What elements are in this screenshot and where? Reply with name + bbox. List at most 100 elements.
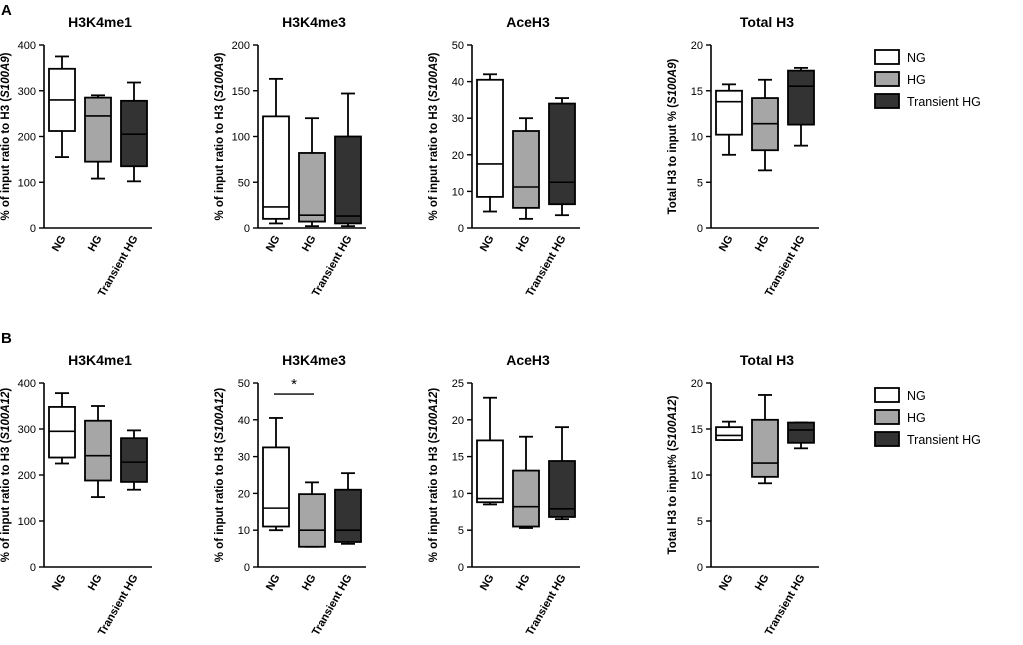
y-axis-label-gene: S100A9 (667, 62, 679, 104)
legend-bottom: NG HG Transient HG (874, 387, 981, 447)
box-ng (262, 77, 290, 225)
legend-swatch (874, 387, 900, 403)
y-axis-label: % of input ratio to H3 (S100A12) (214, 388, 226, 563)
y-tick-label: 25 (452, 378, 464, 390)
x-category-label: Transient HG (763, 573, 808, 638)
box-iqr (262, 115, 290, 220)
x-category-label: NG (717, 234, 736, 254)
y-tick-label: 5 (458, 525, 464, 537)
chart-a-3: AceH3 % of input ratio to H3 (S100A9) 0 10 2… (428, 14, 580, 299)
y-tick-label: 0 (697, 562, 703, 574)
y-tick-label: 20 (452, 415, 464, 427)
y-axis-label-text: % of input ratio to H3 ( (0, 439, 12, 562)
y-tick-label: 20 (691, 378, 703, 390)
x-category-label: NG (50, 573, 69, 593)
y-tick-label: 10 (452, 488, 464, 500)
y-tick-label: 50 (238, 378, 250, 390)
y-tick-label: 0 (244, 223, 250, 235)
chart-title: H3K4me1 (68, 352, 132, 368)
y-axis-label-gene: S100A12 (214, 391, 226, 440)
y-axis-label-gene: S100A12 (428, 391, 440, 440)
box-iqr (512, 469, 540, 528)
x-category-label: NG (478, 573, 497, 593)
y-tick-label: 50 (238, 177, 250, 189)
box-transient-hg (548, 426, 576, 521)
y-axis-label-text: % of input ratio to H3 ( (428, 98, 440, 221)
x-category-label: HG (300, 573, 319, 593)
y-axis-label-text: Total H3 to input % ( (667, 104, 679, 214)
x-category-label: HG (86, 234, 105, 254)
box-iqr (715, 89, 743, 136)
y-tick-label: 0 (458, 223, 464, 235)
box-hg (84, 405, 112, 498)
legend-swatch (874, 409, 900, 425)
y-axis-label-gene: S100A9 (214, 56, 226, 98)
chart-title: Total H3 (740, 352, 794, 368)
y-axis-label-text: % of input ratio to H3 ( (214, 98, 226, 221)
chart-title: AceH3 (506, 352, 550, 368)
y-tick-label: 300 (18, 424, 36, 436)
box-hg (298, 481, 326, 548)
y-tick-label: 150 (232, 86, 250, 98)
y-axis-label-text: % of input ratio to H3 ( (428, 439, 440, 562)
box-transient-hg (120, 81, 148, 183)
chart-b-3: AceH3 % of input ratio to H3 (S100A12) 0 5 1… (428, 352, 580, 638)
charts-layer: H3K4me1% of input ratio to H3 (S100A9)01… (0, 14, 819, 638)
box-transient-hg (334, 92, 362, 228)
y-tick-label: 0 (244, 562, 250, 574)
legend-swatch (874, 93, 900, 109)
chart-title: H3K4me3 (282, 352, 346, 368)
y-tick-label: 15 (691, 86, 703, 98)
legend-label: HG (907, 411, 926, 425)
y-tick-label: 10 (238, 525, 250, 537)
y-tick-label: 15 (691, 424, 703, 436)
y-axis-label: % of input ratio to H3 (S100A9) (0, 52, 12, 220)
box-iqr (298, 493, 326, 548)
y-axis-label: % of input ratio to H3 (S100A12) (428, 388, 440, 563)
legend-label: NG (907, 389, 926, 403)
box-hg (512, 117, 540, 220)
x-category-label: NG (478, 234, 497, 254)
box-hg (751, 78, 779, 172)
y-tick-label: 40 (452, 77, 464, 89)
box-hg (298, 117, 326, 228)
box-ng (476, 73, 504, 213)
chart-title: H3K4me1 (68, 14, 132, 30)
box-iqr (548, 102, 576, 206)
x-category-label: Transient HG (524, 234, 569, 299)
y-tick-label: 200 (18, 132, 36, 144)
x-category-label: NG (717, 573, 736, 593)
y-tick-label: 0 (30, 562, 36, 574)
box-transient-hg (548, 97, 576, 217)
x-category-label: NG (264, 234, 283, 254)
box-hg (751, 394, 779, 485)
box-ng (715, 420, 743, 441)
y-tick-label: 200 (232, 40, 250, 52)
y-axis-label-suffix: ) (428, 388, 440, 392)
legend-top: NG HG Transient HG (874, 49, 981, 109)
y-tick-label: 30 (452, 113, 464, 125)
box-transient-hg (120, 429, 148, 491)
y-tick-label: 100 (18, 177, 36, 189)
x-category-label: Transient HG (763, 234, 808, 299)
y-tick-label: 300 (18, 86, 36, 98)
y-tick-label: 10 (691, 470, 703, 482)
box-iqr (476, 78, 504, 198)
x-category-label: HG (514, 573, 533, 593)
y-axis-label-suffix: ) (667, 58, 679, 62)
box-iqr (334, 488, 362, 543)
box-ng (262, 417, 290, 532)
box-iqr (715, 426, 743, 441)
chart-title: AceH3 (506, 14, 550, 30)
y-tick-label: 50 (452, 40, 464, 52)
y-tick-label: 30 (238, 452, 250, 464)
box-transient-hg (787, 66, 815, 147)
y-tick-label: 0 (697, 223, 703, 235)
x-category-label: Transient HG (310, 234, 355, 299)
legend-swatch (874, 49, 900, 65)
box-ng (48, 392, 76, 465)
x-category-label: HG (753, 573, 772, 593)
y-tick-label: 5 (697, 177, 703, 189)
x-category-label: Transient HG (524, 573, 569, 638)
y-axis-label-suffix: ) (428, 52, 440, 56)
